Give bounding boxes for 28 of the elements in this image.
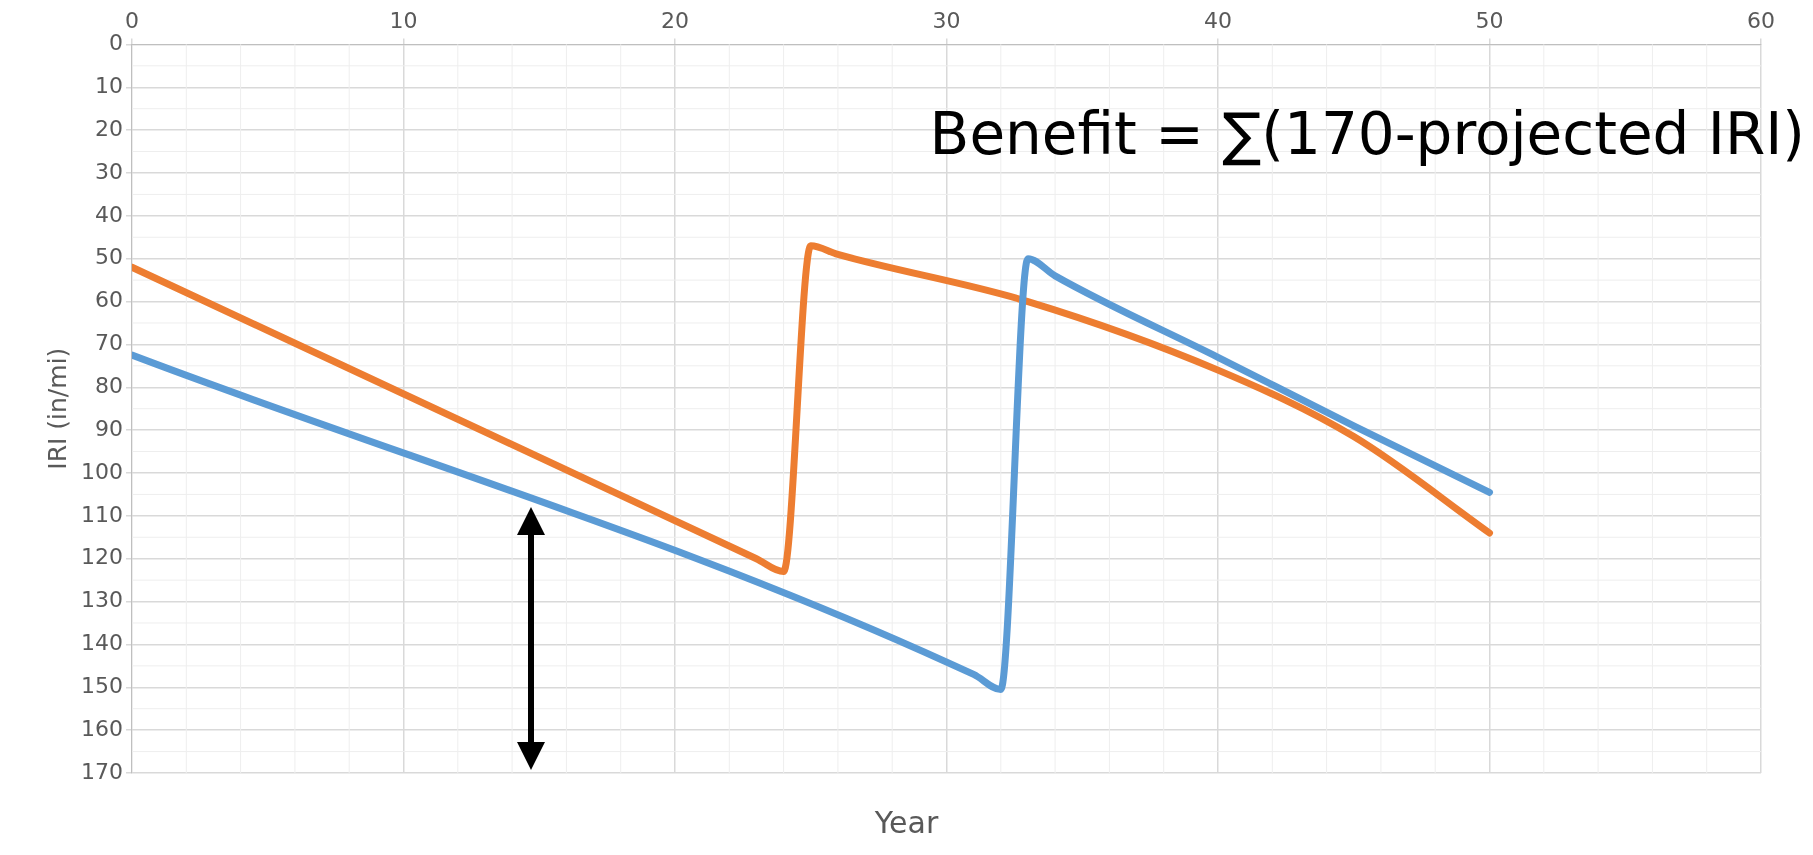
y-tick-label: 30 [94,158,123,184]
y-tick-label: 100 [80,458,123,484]
y-tick-label: 70 [94,330,123,356]
y-tick-label: 10 [94,72,123,98]
y-tick-label: 150 [80,673,123,698]
y-tick-label: 140 [80,630,123,656]
y-tick-label: 170 [80,758,123,784]
annotation: Benefit = ∑(170-projected IRI) [929,100,1805,168]
y-tick-label: 90 [94,415,123,441]
y-tick-label: 60 [94,287,123,313]
y-tick-label: 110 [80,501,123,527]
y-tick-label: 130 [80,587,123,613]
y-tick-label: 20 [94,115,123,141]
x-tick-label: 60 [1747,7,1775,33]
x-tick-label: 0 [124,7,139,33]
y-tick-label: 120 [80,544,123,570]
x-tick-label: 40 [1204,7,1232,33]
y-tick-label: 40 [94,201,123,227]
x-tick-label: 20 [660,7,689,33]
x-tick-label: 30 [932,7,961,33]
y-axis-title: IRI (in/mi) [42,347,72,470]
x-tick-label: 10 [389,7,418,33]
x-tick-label: 50 [1475,7,1504,33]
y-tick-label: 160 [80,715,123,741]
y-tick-label: 0 [108,30,123,56]
x-axis-title: Year [873,805,940,840]
y-tick-label: 50 [94,244,123,270]
y-tick-label: 80 [94,372,123,398]
